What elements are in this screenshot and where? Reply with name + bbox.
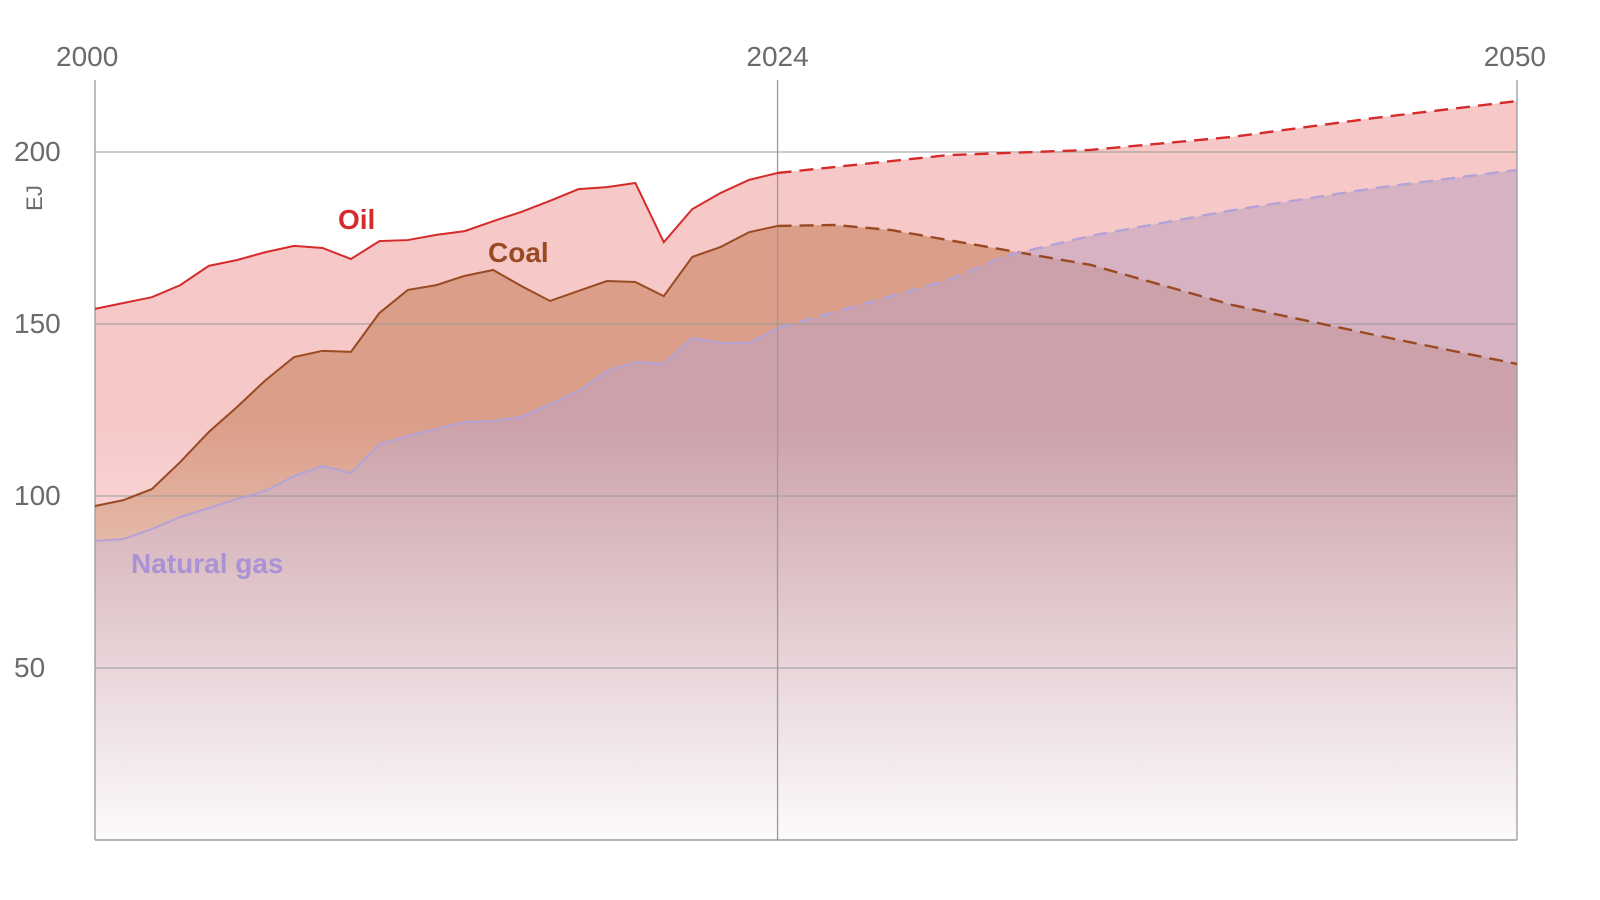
x-tick-2050: 2050 — [1484, 41, 1546, 72]
series-label-coal: Coal — [488, 237, 549, 268]
y-tick-200: 200 — [14, 136, 61, 167]
series-label-natural-gas: Natural gas — [131, 548, 284, 579]
line-coal-historical — [94, 224, 778, 507]
x-tick-2024: 2024 — [746, 41, 808, 72]
y-tick-150: 150 — [14, 308, 61, 339]
line-natural-gas-projection — [777, 168, 1518, 330]
y-axis-label: EJ — [22, 185, 47, 211]
bottom-fade-overlay — [95, 80, 1517, 840]
series-lines — [94, 99, 1518, 543]
line-oil-historical — [94, 172, 778, 310]
tick-labels: 200 150 100 50 2000 2024 2050 — [14, 41, 1546, 683]
x-tick-2000: 2000 — [56, 41, 118, 72]
line-natural-gas-historical — [94, 327, 779, 543]
series-label-oil: Oil — [338, 204, 375, 235]
y-tick-50: 50 — [14, 652, 45, 683]
line-oil-projection — [777, 99, 1518, 175]
gridlines — [94, 80, 1518, 841]
y-tick-100: 100 — [14, 480, 61, 511]
